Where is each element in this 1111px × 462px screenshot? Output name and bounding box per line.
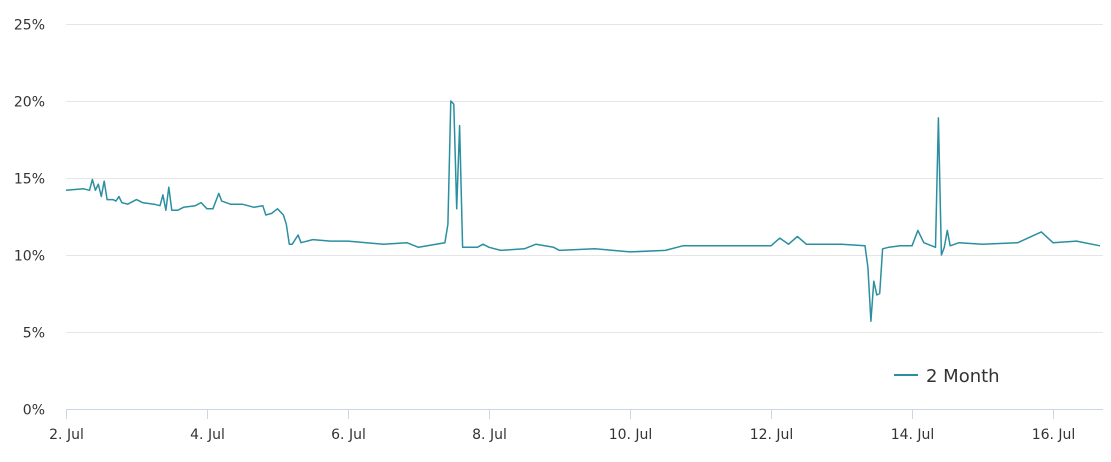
y-tick-label: 5%	[23, 326, 45, 342]
y-axis-labels: 0% 5% 10% 15% 20% 25%	[14, 18, 45, 419]
y-tick-label: 25%	[14, 18, 45, 34]
x-tick-label: 12. Jul	[750, 427, 794, 443]
x-tick-label: 4. Jul	[190, 427, 225, 443]
series-layer	[65, 100, 1101, 322]
x-tick-label: 6. Jul	[331, 427, 366, 443]
x-axis: 2. Jul 4. Jul 6. Jul 8. Jul 10. Jul 12. Jul 14…	[49, 409, 1103, 443]
y-tick-label: 15%	[14, 172, 45, 188]
legend[interactable]: 2 Month	[894, 366, 1000, 387]
grid-lines	[66, 24, 1103, 333]
x-tick-label: 10. Jul	[609, 427, 653, 443]
series-line-0[interactable]	[65, 100, 1101, 322]
x-tick-label: 8. Jul	[472, 427, 507, 443]
y-tick-label: 20%	[14, 95, 45, 111]
y-tick-label: 10%	[14, 249, 45, 265]
x-tick-label: 2. Jul	[49, 427, 84, 443]
legend-label[interactable]: 2 Month	[926, 366, 1000, 387]
x-tick-label: 16. Jul	[1032, 427, 1076, 443]
x-tick-label: 14. Jul	[891, 427, 935, 443]
y-tick-label: 0%	[23, 403, 45, 419]
